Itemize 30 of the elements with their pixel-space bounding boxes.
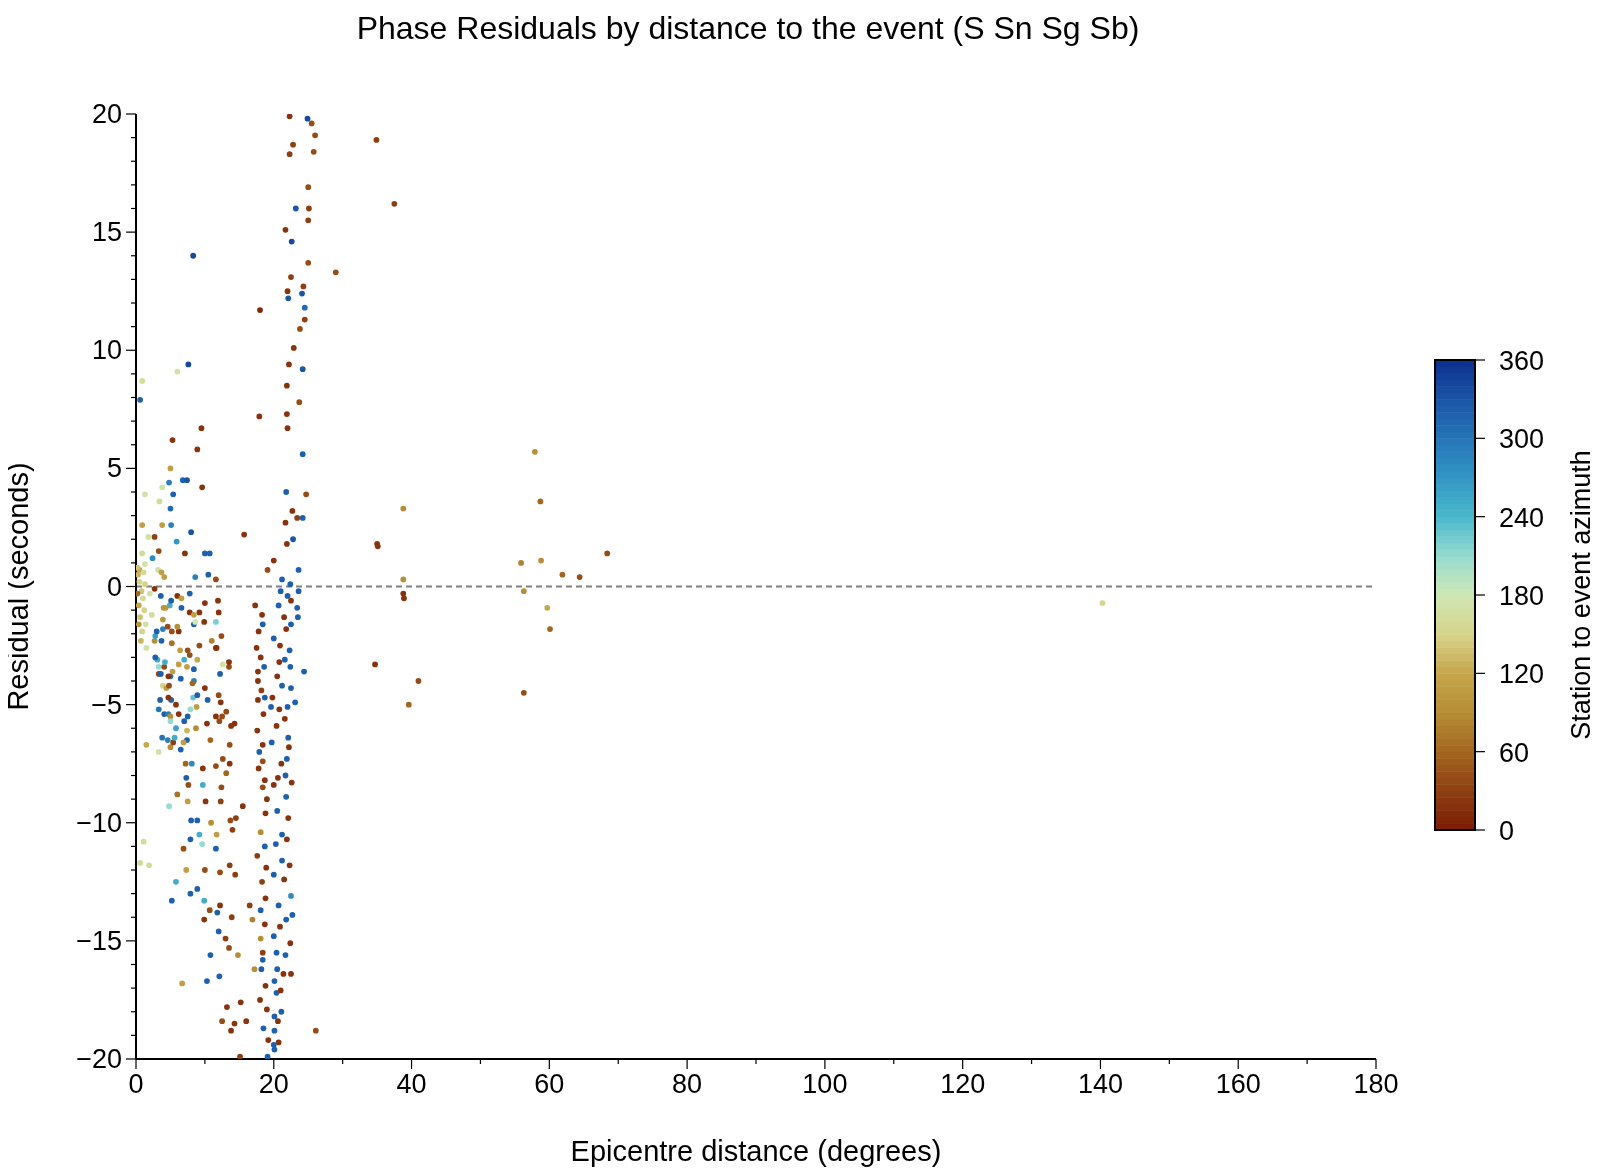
x-tick-label: 80 <box>672 1069 703 1099</box>
color-bar-label: 60 <box>1499 737 1530 768</box>
color-bar-label: 120 <box>1499 659 1545 690</box>
color-bar-label: 0 <box>1499 816 1515 846</box>
x-tick-label: 140 <box>1077 1069 1123 1099</box>
y-tick-label: 20 <box>91 99 122 129</box>
x-tick-label: 100 <box>802 1069 848 1099</box>
y-tick-label: 15 <box>91 217 122 248</box>
chart-title: Phase Residuals by distance to the event (S Sn Sg Sb) <box>355 10 1141 47</box>
y-tick-label: 0 <box>106 571 122 602</box>
y-tick-label: −15 <box>76 925 122 956</box>
y-tick-label: −10 <box>76 807 122 838</box>
x-tick-label: 180 <box>1353 1069 1399 1099</box>
x-axis-title: Epicentre distance (degrees) <box>570 1135 942 1167</box>
x-tick-label: 160 <box>1215 1069 1261 1099</box>
x-tick-label: 40 <box>396 1069 427 1099</box>
color-bar-label: 240 <box>1499 502 1545 533</box>
y-tick-label: −20 <box>76 1044 122 1074</box>
x-tick-label: 60 <box>534 1069 565 1099</box>
y-tick-label: −5 <box>91 689 122 720</box>
x-tick-label: 0 <box>128 1069 144 1099</box>
y-tick-label: 10 <box>91 335 122 366</box>
y-axis-title: Residual (seconds) <box>2 462 35 711</box>
color-bar-label: 300 <box>1499 424 1545 455</box>
x-tick-label: 120 <box>940 1069 986 1099</box>
color-bar-label: 180 <box>1499 581 1545 611</box>
color-bar-label: 360 <box>1499 346 1545 376</box>
color-bar-title: Station to event azimuth <box>1566 450 1596 740</box>
y-tick-label: 5 <box>106 453 122 484</box>
x-tick-label: 20 <box>258 1069 289 1099</box>
